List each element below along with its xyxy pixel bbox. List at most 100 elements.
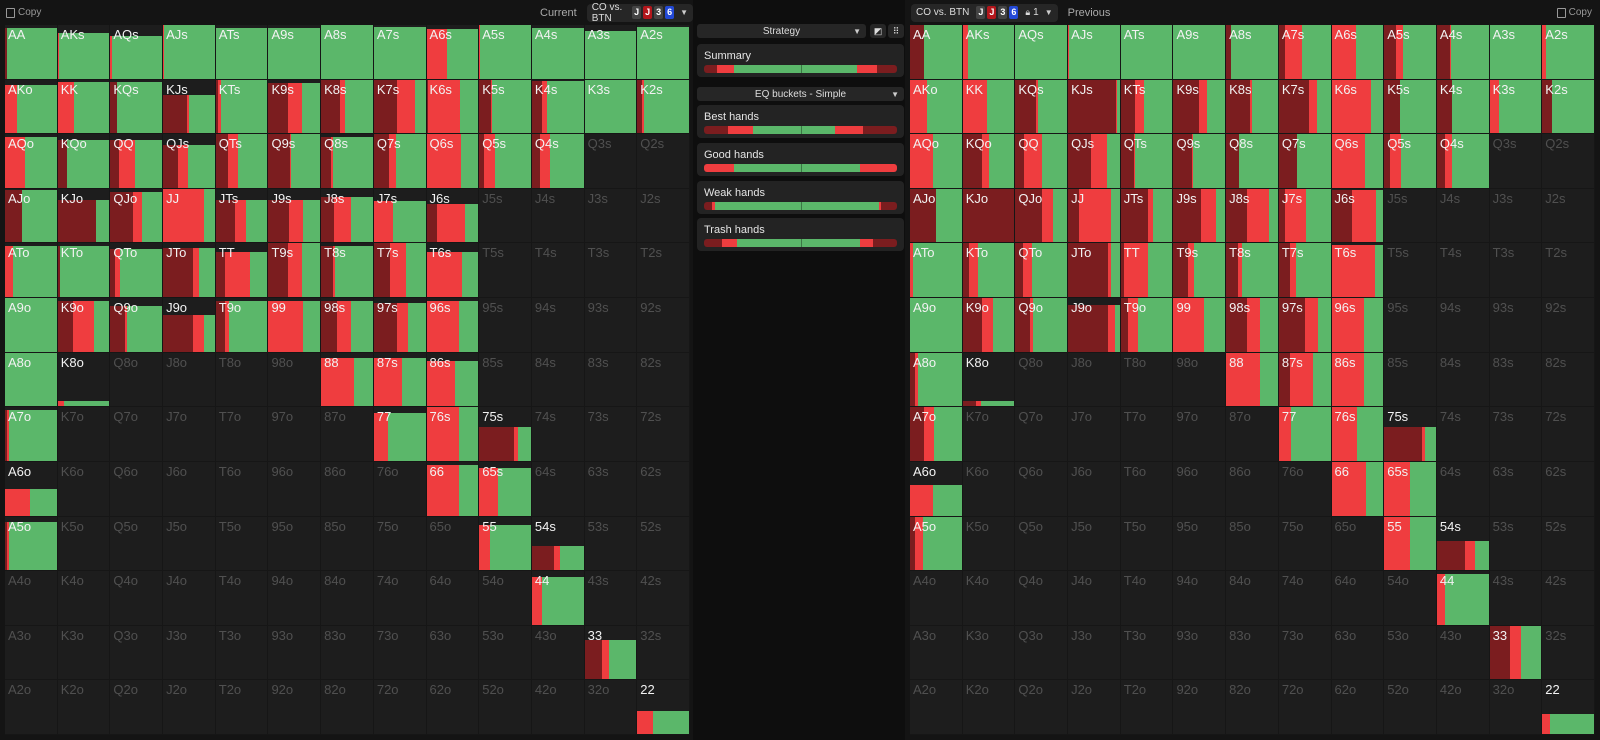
hand-cell[interactable]: A6o bbox=[910, 461, 963, 517]
hand-cell[interactable]: 33 bbox=[1489, 625, 1543, 681]
hand-cell[interactable]: 87s bbox=[373, 352, 427, 408]
hand-cell[interactable]: 44 bbox=[1436, 571, 1490, 626]
hand-cell[interactable]: T2o bbox=[1120, 680, 1174, 735]
hand-cell[interactable]: Q9o bbox=[110, 298, 164, 353]
hand-cell[interactable]: KQo bbox=[962, 134, 1016, 189]
hand-cell[interactable]: A8s bbox=[321, 25, 374, 80]
hand-cell[interactable]: J2o bbox=[1068, 680, 1121, 735]
hand-cell[interactable]: K3s bbox=[584, 79, 638, 135]
hand-cell[interactable]: K5s bbox=[1384, 79, 1437, 135]
hand-cell[interactable]: K7o bbox=[57, 407, 111, 462]
hand-cell[interactable]: QTo bbox=[110, 243, 164, 299]
hand-cell[interactable]: A2o bbox=[910, 680, 963, 735]
hand-cell[interactable]: K8o bbox=[57, 352, 111, 408]
hand-cell[interactable]: Q9s bbox=[1173, 134, 1227, 189]
grid-view-button[interactable]: ⠿ bbox=[888, 24, 904, 38]
hand-cell[interactable]: JJ bbox=[163, 188, 216, 244]
hand-cell[interactable]: 76s bbox=[426, 407, 480, 462]
hand-cell[interactable]: A4o bbox=[910, 571, 963, 626]
hand-cell[interactable]: A5s bbox=[479, 25, 532, 80]
hand-cell[interactable]: A7s bbox=[1278, 25, 1332, 80]
hand-cell[interactable]: 97s bbox=[1278, 298, 1332, 353]
hand-cell[interactable]: A9o bbox=[5, 298, 58, 353]
hand-cell[interactable]: A6o bbox=[5, 461, 58, 517]
hand-cell[interactable]: 96o bbox=[268, 461, 322, 517]
hand-cell[interactable]: T8s bbox=[1226, 243, 1279, 299]
hand-cell[interactable]: T3s bbox=[584, 243, 638, 299]
hand-cell[interactable]: A4o bbox=[5, 571, 58, 626]
hand-cell[interactable]: T8o bbox=[215, 352, 269, 408]
hand-cell[interactable]: 62s bbox=[1542, 461, 1595, 517]
hand-cell[interactable]: K6o bbox=[57, 461, 111, 517]
hand-cell[interactable]: T2s bbox=[637, 243, 690, 299]
hand-cell[interactable]: T2o bbox=[215, 680, 269, 735]
hand-cell[interactable]: A2o bbox=[5, 680, 58, 735]
hand-cell[interactable]: J4o bbox=[163, 571, 216, 626]
hand-cell[interactable]: Q8o bbox=[1015, 352, 1069, 408]
hand-cell[interactable]: T6s bbox=[426, 243, 480, 299]
hand-cell[interactable]: 82s bbox=[637, 352, 690, 408]
hand-cell[interactable]: 64o bbox=[426, 571, 480, 626]
hand-cell[interactable]: Q3o bbox=[110, 625, 164, 681]
hand-cell[interactable]: T3s bbox=[1489, 243, 1543, 299]
hand-cell[interactable]: J7o bbox=[163, 407, 216, 462]
hand-cell[interactable]: 65s bbox=[479, 461, 532, 517]
hand-cell[interactable]: 96o bbox=[1173, 461, 1227, 517]
hand-cell[interactable]: KJs bbox=[1068, 79, 1121, 135]
hand-cell[interactable]: 55 bbox=[1384, 516, 1437, 572]
copy-button-current[interactable]: Copy bbox=[6, 7, 41, 18]
hand-cell[interactable]: 98o bbox=[268, 352, 322, 408]
hand-cell[interactable]: 96s bbox=[426, 298, 480, 353]
hand-cell[interactable]: QJo bbox=[1015, 188, 1069, 244]
hand-cell[interactable]: J2o bbox=[163, 680, 216, 735]
hand-cell[interactable]: A2s bbox=[1542, 25, 1595, 80]
bucket-card[interactable]: Best hands bbox=[697, 105, 904, 138]
hand-cell[interactable]: T4s bbox=[531, 243, 585, 299]
hand-cell[interactable]: J3s bbox=[584, 188, 638, 244]
hand-cell[interactable]: J4s bbox=[1436, 188, 1490, 244]
hand-cell[interactable]: T9o bbox=[1120, 298, 1174, 353]
hand-cell[interactable]: K2o bbox=[962, 680, 1016, 735]
hand-cell[interactable]: K3s bbox=[1489, 79, 1543, 135]
hand-cell[interactable]: 98s bbox=[1226, 298, 1279, 353]
hand-cell[interactable]: A7s bbox=[373, 25, 427, 80]
hand-cell[interactable]: AJs bbox=[1068, 25, 1121, 80]
hand-cell[interactable]: A7o bbox=[5, 407, 58, 462]
hand-cell[interactable]: 84s bbox=[1436, 352, 1490, 408]
hand-cell[interactable]: 73o bbox=[373, 625, 427, 681]
hand-cell[interactable]: 64s bbox=[531, 461, 585, 517]
hand-cell[interactable]: 82o bbox=[1226, 680, 1279, 735]
hand-cell[interactable]: K2o bbox=[57, 680, 111, 735]
hand-cell[interactable]: KJs bbox=[163, 79, 216, 135]
hand-cell[interactable]: 55 bbox=[479, 516, 532, 572]
hand-cell[interactable]: 75s bbox=[479, 407, 532, 462]
hand-cell[interactable]: 86s bbox=[426, 352, 480, 408]
hand-cell[interactable]: Q4s bbox=[1436, 134, 1490, 189]
hand-cell[interactable]: Q3o bbox=[1015, 625, 1069, 681]
hand-cell[interactable]: K6o bbox=[962, 461, 1016, 517]
hand-cell[interactable]: 97o bbox=[268, 407, 322, 462]
hand-cell[interactable]: 83o bbox=[1226, 625, 1279, 681]
hand-cell[interactable]: K2s bbox=[637, 79, 690, 135]
hand-cell[interactable]: K5o bbox=[962, 516, 1016, 572]
hand-cell[interactable]: QQ bbox=[1015, 134, 1069, 189]
hand-cell[interactable]: J5o bbox=[1068, 516, 1121, 572]
strategy-dropdown[interactable]: Strategy ▼ bbox=[697, 24, 866, 38]
hand-cell[interactable]: 66 bbox=[1331, 461, 1385, 517]
hand-cell[interactable]: 82o bbox=[321, 680, 374, 735]
hand-cell[interactable]: K9s bbox=[268, 79, 322, 135]
hand-cell[interactable]: 52s bbox=[637, 516, 690, 572]
hand-cell[interactable]: 77 bbox=[1278, 407, 1332, 462]
hand-cell[interactable]: T9s bbox=[268, 243, 322, 299]
hand-cell[interactable]: 72s bbox=[1542, 407, 1595, 462]
hand-cell[interactable]: Q3s bbox=[1489, 134, 1543, 189]
hand-cell[interactable]: Q5s bbox=[1384, 134, 1437, 189]
hand-cell[interactable]: 74s bbox=[1436, 407, 1490, 462]
hand-cell[interactable]: A8o bbox=[910, 352, 963, 408]
hand-cell[interactable]: AQo bbox=[5, 134, 58, 189]
hand-cell[interactable]: A5o bbox=[910, 516, 963, 572]
hand-cell[interactable]: AJs bbox=[163, 25, 216, 80]
hand-cell[interactable]: 42o bbox=[531, 680, 585, 735]
hand-cell[interactable]: T9s bbox=[1173, 243, 1227, 299]
hand-cell[interactable]: 86s bbox=[1331, 352, 1385, 408]
